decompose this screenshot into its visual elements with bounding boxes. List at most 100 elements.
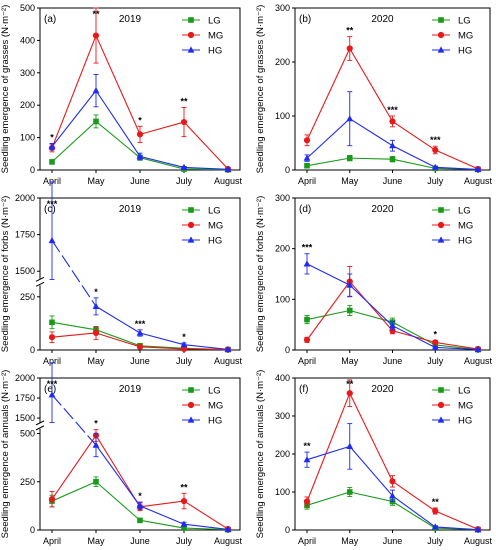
series-line-segment: [349, 157, 393, 160]
legend-item-lg: LG: [432, 386, 471, 397]
x-tick-label: May: [341, 356, 359, 366]
axis-break-gap: [36, 422, 44, 429]
x-tick-label: June: [383, 176, 403, 186]
y-axis-label: Seedling emergence of annuals (N·m⁻²): [0, 370, 11, 539]
series-line-segment: [306, 491, 350, 506]
data-point: [346, 307, 353, 314]
y-tick-label: 250: [20, 477, 35, 487]
x-tick-label: August: [464, 536, 493, 546]
y-tick-label: 200: [20, 100, 35, 110]
series-line-segment: [139, 332, 185, 346]
series-line-segment: [95, 481, 141, 521]
y-tick-label: 300: [275, 193, 290, 203]
legend-item-mg: MG: [432, 401, 473, 412]
legend-marker: [438, 17, 444, 23]
axis-break-mark: [35, 276, 45, 282]
data-point: [180, 520, 188, 527]
legend-item-lg: LG: [182, 386, 221, 397]
legend-label: HG: [458, 416, 472, 427]
x-tick-label: April: [298, 356, 316, 366]
legend-item-mg: MG: [432, 221, 473, 232]
series-line-segment: [95, 332, 141, 348]
significance-label: *: [182, 332, 186, 342]
series-line-segment: [435, 341, 479, 350]
panel-year: 2019: [119, 384, 142, 395]
significance-label: **: [180, 96, 188, 106]
data-point: [224, 165, 232, 172]
series-line-segment: [95, 444, 141, 507]
series-line-segment: [392, 158, 436, 169]
legend-marker: [187, 46, 195, 53]
legend-item-hg: HG: [432, 416, 472, 427]
y-axis-label: Seedling emergence of forbs (N·m⁻²): [0, 196, 11, 353]
y-axis-label: Seedling emergence of grasses (N·m⁻²): [255, 5, 266, 174]
x-tick-label: July: [427, 356, 444, 366]
data-point: [303, 137, 311, 144]
y-tick-label: 400: [20, 35, 35, 45]
y-tick-label: 2000: [15, 373, 35, 383]
data-point: [346, 155, 353, 161]
series-line-segment: [51, 120, 97, 163]
x-tick-label: April: [298, 536, 316, 546]
y-tick-label: 200: [275, 449, 290, 459]
legend-item-lg: LG: [182, 206, 221, 217]
data-point: [389, 142, 396, 149]
x-tick-label: June: [383, 356, 403, 366]
x-tick-label: August: [214, 356, 243, 366]
significance-label: *: [50, 132, 54, 142]
legend-marker: [188, 17, 194, 23]
significance-label: *: [138, 115, 142, 125]
data-point: [346, 115, 354, 122]
data-point: [389, 118, 396, 125]
y-tick-label: 200: [275, 57, 290, 67]
data-point: [49, 159, 55, 165]
series-line-segment: [306, 48, 351, 141]
legend-label: LG: [458, 386, 471, 397]
series-line-segment: [139, 345, 185, 349]
data-point: [48, 334, 56, 341]
series-line-segment: [435, 510, 479, 530]
panel-year: 2020: [371, 384, 394, 395]
panel-year: 2019: [119, 14, 142, 25]
data-point: [180, 163, 188, 171]
significance-label: *: [138, 491, 142, 501]
significance-label: ***: [430, 135, 441, 145]
data-point: [303, 456, 311, 463]
series-line-segment: [349, 48, 393, 122]
significance-label: **: [432, 497, 440, 507]
series-line-segment: [51, 481, 97, 502]
y-tick-label: 2000: [15, 193, 35, 203]
series-line-segment: [183, 527, 229, 531]
data-point: [389, 327, 396, 334]
data-point: [474, 345, 482, 353]
series-line-segment: [349, 491, 393, 503]
legend-item-hg: HG: [432, 46, 472, 57]
legend-item-lg: LG: [182, 16, 221, 27]
series-line-segment: [435, 346, 479, 351]
legend-label: LG: [458, 16, 471, 27]
series-line-segment: [349, 118, 393, 147]
series-line-segment: [183, 523, 229, 530]
series-line-segment: [183, 121, 229, 170]
data-point: [224, 525, 232, 533]
legend-item-mg: MG: [432, 31, 473, 42]
series-line-segment: [139, 519, 185, 529]
significance-label: **: [180, 482, 188, 492]
legend-marker: [188, 387, 194, 393]
legend-label: MG: [458, 31, 473, 42]
data-point: [92, 302, 100, 309]
series-line-segment: [349, 392, 393, 482]
y-tick-label: 100: [275, 487, 290, 497]
legend-label: LG: [208, 16, 221, 27]
y-tick-label: 200: [275, 244, 290, 254]
series-mg: [303, 265, 482, 353]
series-hg: [303, 423, 482, 533]
y-tick-label: 250: [20, 292, 35, 302]
data-point: [48, 496, 56, 503]
series-line-segment: [183, 344, 229, 350]
y-tick-label: 0: [30, 165, 35, 175]
series-line-segment: [435, 526, 479, 531]
legend-item-hg: HG: [432, 236, 472, 247]
legend-label: MG: [208, 31, 223, 42]
y-tick-label: 0: [30, 345, 35, 355]
